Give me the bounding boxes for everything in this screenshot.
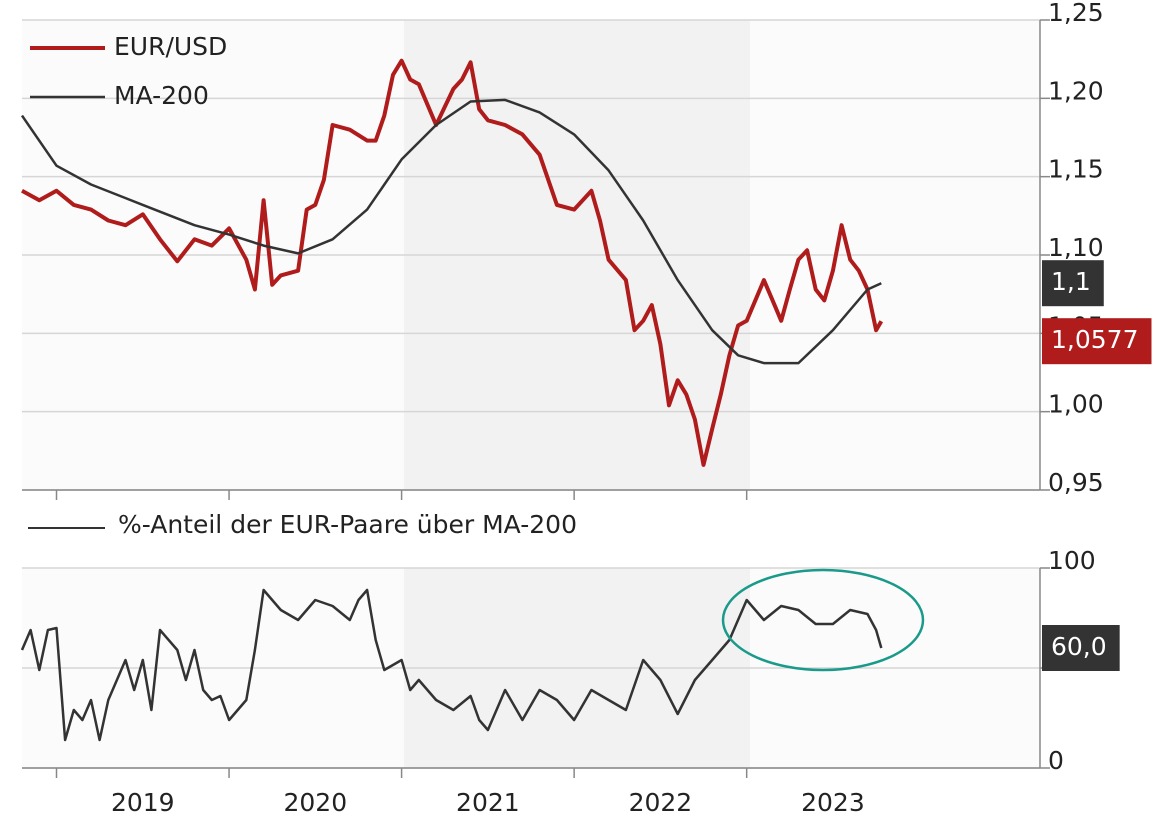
y-tick-label: 1,00	[1048, 390, 1104, 419]
x-tick-label: 2023	[801, 788, 865, 817]
value-badge	[1042, 260, 1104, 307]
value-badge-label: 1,0577	[1051, 325, 1138, 354]
highlight-ellipse	[721, 568, 925, 672]
y-tick-label: 1,10	[1048, 233, 1104, 262]
value-badge	[1042, 625, 1120, 671]
x-tick-label: 2020	[284, 788, 348, 817]
series-line	[20, 98, 882, 365]
y-tick-label: 0,95	[1048, 468, 1104, 497]
plot-layer: 0,951,001,051,101,151,201,25EUR/USDMA-20…	[20, 0, 1152, 817]
y-tick-label: 100	[1048, 546, 1096, 575]
x-tick-label: 2021	[456, 788, 520, 817]
y-tick-label: 1,25	[1048, 0, 1104, 27]
legend-label: MA-200	[114, 81, 209, 110]
series-line	[21, 58, 884, 467]
value-badge-label: 60,0	[1051, 632, 1107, 661]
legend-label: EUR/USD	[114, 32, 227, 61]
x-tick-label: 2019	[111, 788, 175, 817]
y-tick-label: 0	[1048, 746, 1064, 775]
y-tick-label: 1,15	[1048, 155, 1104, 184]
series-line	[20, 588, 883, 742]
y-tick-label: 1,20	[1048, 76, 1104, 105]
x-tick-label: 2022	[629, 788, 693, 817]
value-badge	[1042, 318, 1152, 365]
legend-label: %-Anteil der EUR-Paare über MA-200	[118, 510, 577, 539]
value-badge-label: 1,1	[1051, 267, 1091, 296]
